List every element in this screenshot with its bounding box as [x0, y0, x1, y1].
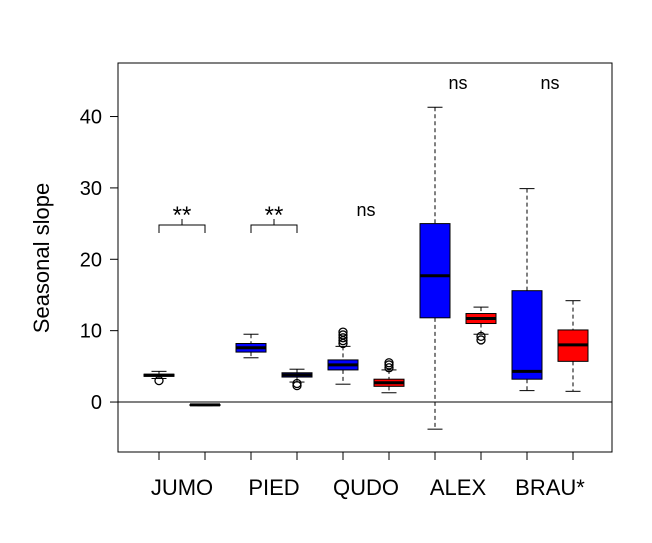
y-tick-label: 40	[80, 107, 102, 129]
significance-label: ns	[448, 73, 467, 93]
outlier-point	[476, 335, 486, 345]
y-tick-label: 20	[80, 249, 102, 271]
outlier-point	[154, 375, 164, 386]
significance-bracket	[250, 219, 298, 233]
plot-frame	[117, 62, 613, 453]
y-tick-label: 10	[80, 321, 102, 343]
x-group-label: BRAU*	[515, 475, 585, 500]
outlier-point	[338, 330, 348, 340]
outlier-point	[292, 378, 302, 389]
outlier-point	[384, 363, 394, 373]
outlier-point	[338, 333, 348, 343]
significance-bracket	[158, 219, 206, 233]
x-group-label: PIED	[248, 475, 299, 500]
x-group-label: QUDO	[333, 475, 399, 500]
y-tick-label: 30	[80, 178, 102, 200]
x-group-label: JUMO	[151, 475, 213, 500]
significance-label: ns	[540, 73, 559, 93]
outlier-point	[476, 331, 486, 342]
y-axis-label: Seasonal slope	[29, 183, 54, 333]
significance-label: ns	[356, 200, 375, 220]
outlier-point	[338, 327, 348, 337]
significance-label: **	[265, 202, 284, 229]
x-group-label: ALEX	[430, 475, 487, 500]
outlier-point	[384, 358, 394, 368]
y-tick-label: 0	[91, 392, 102, 414]
box-alex-1	[419, 223, 451, 319]
significance-label: **	[173, 202, 192, 229]
box-brau-1	[511, 290, 543, 380]
